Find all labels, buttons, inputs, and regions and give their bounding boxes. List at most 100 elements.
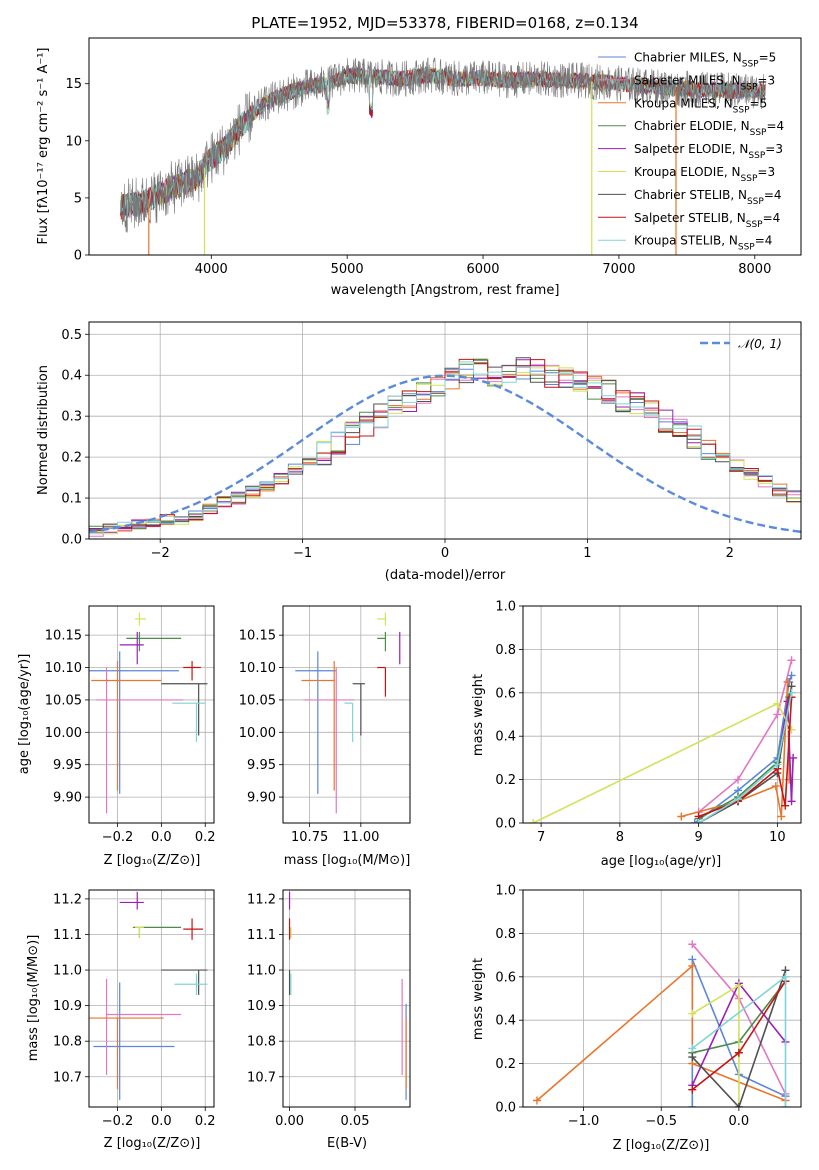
histogram-step-chabrier-miles	[89, 359, 801, 532]
axes-frame	[88, 321, 802, 540]
massE-xlabel: E(B-V)	[327, 1136, 367, 1151]
observed-spectrum-line	[120, 57, 766, 233]
plot-area	[288, 891, 407, 1100]
axes-frame	[88, 889, 215, 1108]
x-tick-label: 6000	[466, 262, 499, 277]
axes-frame	[282, 605, 411, 824]
x-tick-label: 5000	[331, 262, 364, 277]
histogram-step-kroupa-elodie	[89, 357, 801, 535]
axes-frame	[88, 605, 215, 824]
y-tick-label: 1.0	[495, 600, 516, 615]
y-tick-label: 11.2	[247, 892, 276, 907]
weight-marker-kroupa-stelib	[733, 795, 742, 804]
mwZ-xlabel: Z [log₁₀(Z/Z⊙)]	[613, 1138, 710, 1153]
histogram-step-chabrier-stelib	[89, 357, 801, 529]
legend-nssp: =3	[757, 73, 775, 87]
weight-marker-kroupa-elodie	[773, 699, 782, 708]
axes-frame	[88, 37, 802, 256]
weight-marker-kroupa-stelib	[787, 688, 796, 697]
spectrum-title: PLATE=1952, MJD=53378, FIBERID=0168, z=0…	[251, 14, 638, 32]
y-tick-label: 9.95	[247, 758, 276, 773]
weight-marker-salpeter-miles	[773, 710, 782, 719]
ageZ-xlabel: Z [log₁₀(Z/Z⊙)]	[104, 853, 201, 868]
weight-marker-kroupa-stelib	[773, 760, 782, 769]
weight-marker-salpeter-stelib	[688, 1085, 697, 1094]
y-tick-label: 10.8	[53, 1035, 82, 1050]
legend-label: Kroupa ELODIE, NSSP=3	[634, 165, 775, 184]
weight-marker-kroupa-miles	[771, 782, 780, 791]
y-tick-label: 0.6	[495, 686, 516, 701]
legend-nssp: =4	[766, 119, 784, 133]
weight-marker-kroupa-stelib	[781, 972, 790, 981]
y-tick-label: 10.05	[45, 693, 82, 708]
y-tick-label: 10	[65, 134, 82, 149]
y-tick-label: 15	[65, 77, 82, 92]
axes-frame	[522, 605, 802, 824]
legend-label: Chabrier STELIB, NSSP=4	[634, 188, 782, 207]
x-tick-label: 10.75	[291, 830, 328, 845]
mwZ-ylabel: mass weight	[471, 958, 486, 1040]
x-tick-label: −0.5	[645, 1114, 677, 1129]
legend-nssp: =5	[759, 51, 777, 65]
x-tick-label: 7000	[602, 262, 635, 277]
legend-label: Kroupa MILES, NSSP=5	[634, 96, 767, 115]
legend-label: Chabrier ELODIE, NSSP=4	[634, 119, 784, 138]
legend-label: 𝒩(0, 1)	[738, 337, 782, 351]
x-tick-label: −0.2	[102, 830, 134, 845]
legend-subscript: SSP	[742, 60, 759, 70]
y-tick-label: 9.90	[247, 791, 276, 806]
residuals-ylabel: Normed distribution	[36, 365, 51, 495]
legend-subscript: SSP	[738, 243, 755, 253]
plot-area	[119, 57, 766, 255]
y-tick-label: 11.2	[53, 892, 82, 907]
x-tick-label: 2	[726, 546, 734, 561]
y-tick-label: 0.6	[495, 970, 516, 985]
weight-marker-kroupa-miles	[677, 812, 686, 821]
x-tick-label: 1	[583, 546, 591, 561]
x-tick-label: 0.0	[729, 1114, 750, 1129]
y-tick-label: 10.05	[239, 693, 276, 708]
mass-weight-vs-z-panel: −1.0 −0.5 0.0 0.0 0.2 0.4 0.6 0.8 1.0	[495, 884, 802, 1129]
y-tick-label: 11.0	[247, 964, 276, 979]
weight-marker-kroupa-elodie	[734, 981, 743, 990]
y-tick-label: 1.0	[495, 884, 516, 899]
mwAge-xlabel: age [log₁₀(age/yr)]	[601, 854, 722, 869]
x-tick-label: 0.05	[341, 1114, 370, 1129]
mass-weight-vs-age-panel: 7 8 9 10 0.0 0.2 0.4 0.6 0.8 1.0	[495, 600, 802, 845]
y-tick-label: 11.0	[53, 964, 82, 979]
weight-marker-salpeter-miles	[688, 940, 697, 949]
legend-nssp: =5	[750, 96, 768, 110]
weight-marker-chabrier-miles	[787, 671, 796, 680]
legend-subscript: SSP	[741, 174, 758, 184]
x-tick-label: 8	[616, 830, 624, 845]
plot-area	[529, 656, 798, 823]
grid-lines	[283, 890, 410, 1107]
x-tick-label: 8000	[738, 262, 771, 277]
age-vs-mass-panel: 10.75 11.00 9.90 9.95 10.00 10.05 10.10 10.15	[239, 605, 411, 845]
weight-marker-salpeter-stelib	[734, 1048, 743, 1057]
y-tick-label: 0.4	[495, 730, 516, 745]
y-tick-label: 0.2	[495, 773, 516, 788]
weight-line-kroupa-elodie	[532, 702, 793, 823]
legend-subscript: SSP	[747, 197, 764, 207]
weight-marker-kroupa-stelib	[688, 1044, 697, 1053]
weight-marker-kroupa-stelib	[694, 819, 703, 823]
y-tick-label: 9.90	[53, 791, 82, 806]
y-tick-label: 10.7	[247, 1070, 276, 1085]
legend-label: Salpeter STELIB, NSSP=4	[634, 211, 780, 230]
weight-marker-chabrier-stelib	[734, 1103, 743, 1107]
weight-marker-kroupa-miles	[688, 961, 697, 970]
legend-subscript: SSP	[741, 82, 758, 92]
weight-marker-kroupa-miles	[777, 812, 786, 821]
x-tick-label: 0.0	[151, 1114, 172, 1129]
ageZ-ylabel: age [log₁₀(age/yr)]	[17, 654, 32, 775]
y-tick-label: 0.3	[61, 410, 82, 425]
legend-nssp: =4	[763, 211, 781, 225]
plot-area	[532, 940, 790, 1107]
weight-line-kroupa-stelib	[698, 692, 793, 823]
plot-area	[89, 891, 208, 1100]
x-tick-label: −2	[151, 546, 170, 561]
grid-lines	[89, 890, 214, 1107]
legend-nssp: =4	[764, 188, 782, 202]
